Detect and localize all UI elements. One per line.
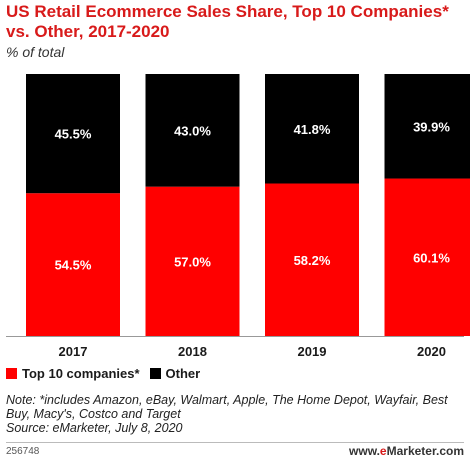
data-label-top10-2017: 54.5% [55, 258, 92, 273]
chart-legend: Top 10 companies* Other [6, 366, 200, 381]
legend-swatch-top10 [6, 368, 17, 379]
data-label-top10-2019: 58.2% [294, 253, 331, 268]
bar-other-2018 [145, 74, 240, 187]
chart-notes: Note: *includes Amazon, eBay, Walmart, A… [6, 393, 466, 435]
chart-id: 256748 [6, 446, 40, 457]
data-label-other-2019: 41.8% [294, 122, 331, 137]
brand-e: e [379, 444, 387, 458]
chart-subtitle: % of total [6, 44, 65, 60]
bar-other-2019 [265, 74, 359, 184]
bar-top10-2017 [26, 193, 120, 336]
data-label-top10-2020: 60.1% [413, 250, 450, 265]
data-label-top10-2018: 57.0% [174, 254, 211, 269]
bar-top10-2018 [145, 186, 240, 336]
legend-label-other: Other [165, 366, 201, 381]
legend-label-top10: Top 10 companies* [22, 366, 140, 381]
bar-top10-2020 [384, 178, 470, 336]
data-label-other-2018: 43.0% [174, 123, 211, 138]
brand-rest: Marketer [386, 444, 436, 458]
data-label-other-2017: 45.5% [55, 127, 92, 142]
bar-top10-2019 [265, 183, 359, 336]
note-text: Note: *includes Amazon, eBay, Walmart, A… [6, 393, 448, 421]
legend-swatch-other [149, 368, 161, 379]
bar-other-2020 [384, 74, 470, 179]
brand-prefix: www. [349, 444, 380, 458]
x-tick-label-2020: 2020 [417, 344, 446, 359]
x-tick-label-2017: 2017 [59, 344, 88, 359]
x-tick-label-2018: 2018 [178, 344, 207, 359]
source-text: Source: eMarketer, July 8, 2020 [6, 421, 183, 435]
footer-divider [6, 442, 464, 443]
legend-item-top10: Top 10 companies* [6, 366, 140, 381]
legend-item-other: Other [149, 366, 201, 381]
data-label-other-2020: 39.9% [413, 119, 450, 134]
bar-other-2017 [26, 74, 120, 194]
x-tick-label-2019: 2019 [298, 344, 327, 359]
brand-logo: www.eMarketer.com [349, 444, 464, 458]
chart-title: US Retail Ecommerce Sales Share, Top 10 … [6, 2, 449, 41]
brand-suffix: .com [435, 444, 464, 458]
